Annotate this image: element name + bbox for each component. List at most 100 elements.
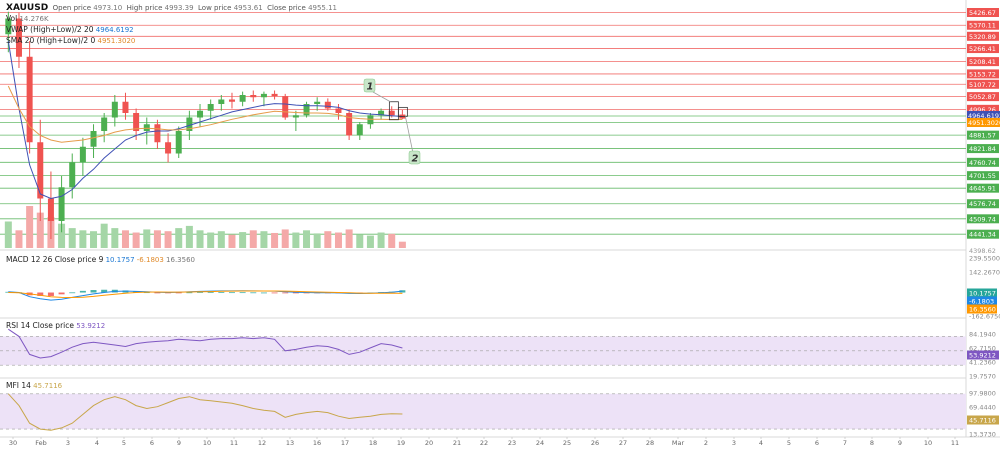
close-label: Close price bbox=[267, 4, 306, 12]
candle-body bbox=[378, 110, 385, 116]
rsi-legend-label[interactable]: RSI 14 Close price bbox=[6, 321, 74, 330]
candle-body bbox=[15, 18, 22, 57]
volume-bar bbox=[26, 206, 34, 248]
candle-body bbox=[356, 124, 363, 136]
volume-bars bbox=[4, 206, 406, 248]
candle-body bbox=[90, 131, 97, 147]
level-label: 4701.55 bbox=[969, 172, 996, 180]
volume-bar bbox=[292, 232, 300, 248]
volume-bar bbox=[185, 225, 193, 248]
candle-body bbox=[5, 18, 12, 35]
price-axis[interactable]: 5426.67 5370.11 5320.89 5266.41 5208.41 5153.… bbox=[967, 7, 1000, 439]
mfi-axis-label: 69.4440 bbox=[969, 404, 996, 412]
candle-body bbox=[133, 113, 140, 131]
candlesticks[interactable] bbox=[5, 11, 406, 239]
level-label: 4645.91 bbox=[969, 185, 996, 193]
candle-body bbox=[260, 93, 267, 98]
rsi-pane bbox=[0, 328, 966, 366]
macd-histogram-bar bbox=[58, 292, 65, 295]
candle-body bbox=[324, 101, 331, 109]
candle-body bbox=[69, 162, 76, 188]
rsi-axis-label: 62.7150 bbox=[969, 345, 996, 353]
rsi-axis-label: 84.1940 bbox=[969, 331, 996, 339]
time-axis[interactable]: 30 Feb 3 4 5 6 9 10 11 12 13 16 17 18 19 20 21 22 23 24 25 26… bbox=[9, 437, 959, 447]
rsi-axis-label: 19.7570 bbox=[969, 373, 996, 381]
macd-legend-label[interactable]: MACD 12 26 Close price 9 bbox=[6, 255, 104, 264]
time-tick-label: 19 bbox=[397, 439, 405, 447]
candle-body bbox=[303, 104, 310, 116]
volume-bar bbox=[196, 230, 204, 248]
volume-bar bbox=[143, 229, 151, 248]
macd-histogram-bar bbox=[90, 290, 97, 293]
rsi-line bbox=[8, 328, 403, 359]
volume-bar bbox=[228, 234, 236, 248]
macd-legend-v2: -6.1803 bbox=[136, 256, 164, 264]
macd-histogram-bar bbox=[101, 289, 108, 293]
sma-legend-value: 4951.3020 bbox=[97, 37, 136, 45]
time-tick-label: 5 bbox=[787, 439, 791, 447]
volume-bar bbox=[260, 231, 268, 248]
level-tag bbox=[967, 171, 999, 181]
candle-body bbox=[346, 113, 353, 136]
time-tick-label: 6 bbox=[150, 439, 154, 447]
macd-axis-label: 142.2670 bbox=[969, 269, 1000, 277]
candle-body bbox=[228, 99, 235, 102]
vwap-legend-label[interactable]: VWAP (High+Low)/2 20 bbox=[6, 25, 94, 34]
mfi-axis-label: 13.3730 bbox=[969, 431, 996, 439]
candle-body bbox=[207, 104, 214, 111]
time-tick-label: 11 bbox=[951, 439, 959, 447]
mfi-legend-label[interactable]: MFI 14 bbox=[6, 381, 31, 390]
time-tick-label: 25 bbox=[563, 439, 571, 447]
volume-bar bbox=[164, 231, 172, 248]
price-axis-label: 4398.62 bbox=[969, 247, 996, 255]
macd-histogram-bar bbox=[79, 290, 86, 293]
time-tick-label: Feb bbox=[35, 439, 47, 447]
sma-legend-label[interactable]: SMA 20 (High+Low)/2 0 bbox=[6, 36, 96, 45]
macd-histogram-bar bbox=[282, 292, 289, 294]
symbol-label[interactable]: XAUUSD bbox=[6, 3, 49, 13]
macd-histogram-bar bbox=[218, 292, 225, 293]
mfi-legend-value: 45.7116 bbox=[33, 382, 63, 390]
candle-body bbox=[218, 99, 225, 104]
volume-bar bbox=[239, 232, 247, 248]
level-label: 4441.34 bbox=[969, 231, 996, 239]
volume-legend-label[interactable]: Vol bbox=[6, 14, 18, 23]
level-label: 4881.57 bbox=[969, 132, 996, 140]
macd-legend-v1: 10.1757 bbox=[105, 256, 135, 264]
moving-average-lines bbox=[7, 40, 403, 200]
candle-body bbox=[143, 124, 150, 131]
macd-histogram-bar bbox=[186, 292, 193, 294]
time-tick-label: 8 bbox=[870, 439, 874, 447]
candle-body bbox=[197, 110, 204, 118]
mfi-value-label: 45.7116 bbox=[969, 417, 996, 425]
candle-body bbox=[335, 108, 342, 113]
level-tag bbox=[967, 199, 999, 209]
volume-bar bbox=[4, 221, 12, 248]
macd-histogram-bar bbox=[207, 292, 214, 293]
signal-line bbox=[8, 290, 403, 299]
macd-histogram-bar bbox=[37, 292, 44, 296]
level-label: 4576.74 bbox=[969, 200, 996, 208]
open-value: 4973.10 bbox=[93, 4, 123, 12]
level-label: 5153.72 bbox=[969, 70, 996, 78]
candle-body bbox=[26, 56, 33, 143]
time-tick-label: 27 bbox=[619, 439, 627, 447]
vwap-legend-value: 4964.6192 bbox=[95, 26, 134, 34]
level-tag bbox=[967, 44, 999, 54]
mfi-legend: MFI 14 45.7116 bbox=[6, 381, 62, 390]
macd-histogram-bar bbox=[228, 292, 235, 294]
time-tick-label: 30 bbox=[9, 439, 17, 447]
annotation-label-1: 1 bbox=[367, 82, 374, 93]
time-tick-label: 18 bbox=[369, 439, 377, 447]
annotations[interactable]: 12 bbox=[363, 78, 421, 165]
macd-histogram-bar bbox=[197, 292, 204, 293]
indicator-tag-label: 4951.3020 bbox=[968, 119, 1000, 127]
macd-axis-label: -162.6750 bbox=[969, 313, 1000, 321]
volume-bar bbox=[15, 230, 23, 248]
level-tag bbox=[967, 57, 999, 67]
candle-body bbox=[111, 101, 118, 118]
time-tick-label: 5 bbox=[122, 439, 126, 447]
macd-histogram-bar bbox=[250, 292, 257, 294]
level-label: 4996.26 bbox=[969, 106, 996, 114]
